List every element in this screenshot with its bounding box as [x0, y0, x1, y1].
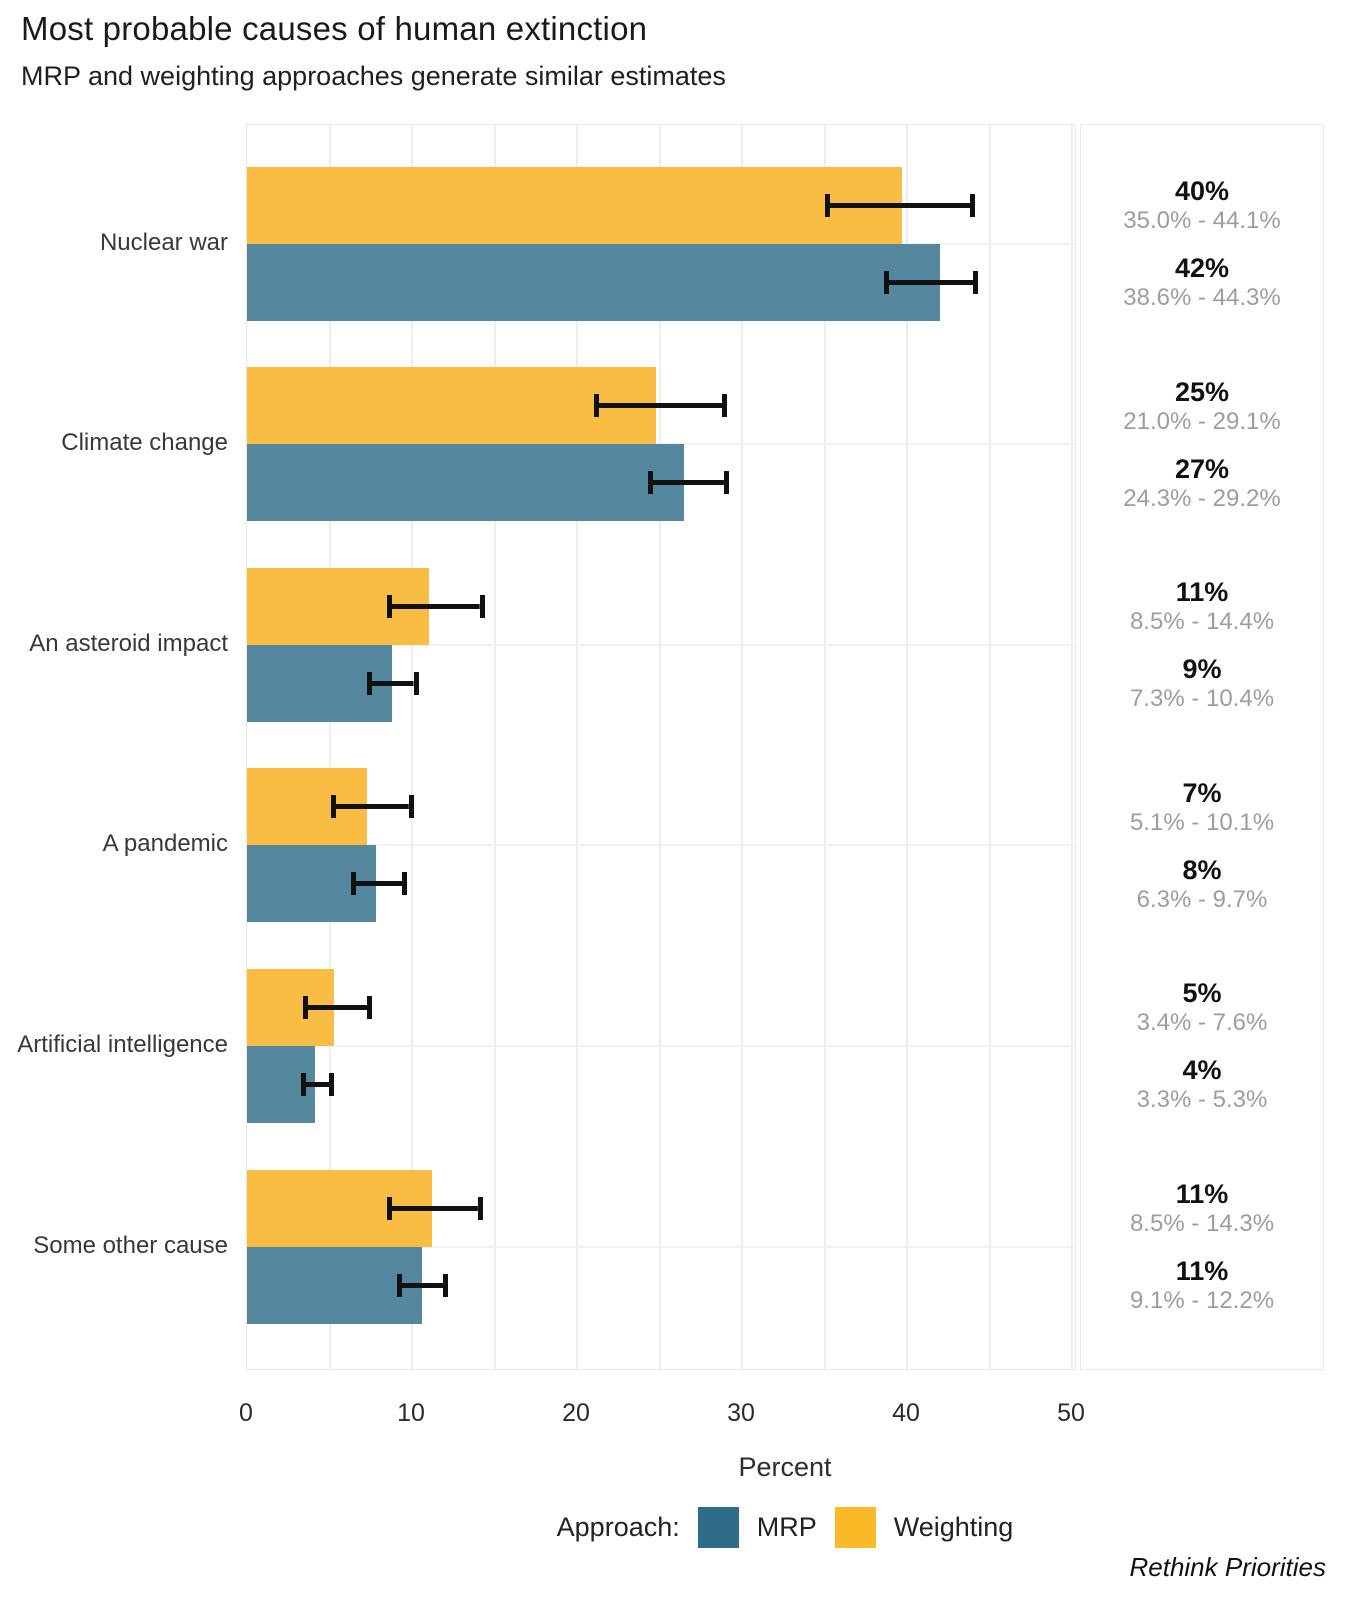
weighting-error-bar: [593, 394, 728, 418]
x-axis-title: Percent: [738, 1452, 832, 1482]
weighting-error-bar: [303, 995, 373, 1019]
bar-group-artificial-intelligence: [247, 968, 1075, 1123]
point-estimate: 11%: [1175, 577, 1229, 608]
source-credit: Rethink Priorities: [1129, 1552, 1326, 1582]
weighting-error-bar: [331, 795, 414, 819]
confidence-interval: 7.3% - 10.4%: [1129, 685, 1275, 713]
x-tick-label: 0: [239, 1399, 253, 1427]
weighting-bar: [247, 367, 657, 445]
chart-title: Most probable causes of human extinction: [21, 10, 648, 47]
weighting-value-label: 11% 8.5% - 14.3%: [1081, 1179, 1323, 1238]
mrp-error-bar: [367, 671, 419, 695]
x-tick-label: 10: [397, 1399, 425, 1427]
confidence-interval: 5.1% - 10.1%: [1129, 808, 1275, 836]
bar-group-pandemic: [247, 768, 1075, 923]
bar-group-asteroid-impact: [247, 567, 1075, 722]
point-estimate: 7%: [1182, 777, 1222, 808]
mrp-value-label: 4% 3.3% - 5.3%: [1081, 1055, 1323, 1114]
category-label-some-other-cause: Some other cause: [33, 1231, 228, 1259]
mrp-bar: [247, 243, 940, 321]
weighting-value-label: 7% 5.1% - 10.1%: [1081, 778, 1323, 837]
point-estimate: 11%: [1175, 1256, 1229, 1286]
mrp-bar: [247, 444, 685, 522]
bar-group-some-other-cause: [247, 1169, 1075, 1324]
mrp-value-label: 9% 7.3% - 10.4%: [1081, 654, 1323, 713]
confidence-interval: 3.4% - 7.6%: [1136, 1009, 1268, 1037]
confidence-interval: 38.6% - 44.3%: [1123, 284, 1281, 311]
point-estimate: 8%: [1182, 854, 1222, 885]
point-estimate: 40%: [1174, 176, 1230, 206]
legend-title: Approach:: [556, 1511, 680, 1542]
mrp-error-bar: [397, 1273, 449, 1297]
weighting-value-label: 11% 8.5% - 14.4%: [1081, 577, 1323, 636]
confidence-interval: 21.0% - 29.1%: [1123, 407, 1281, 435]
confidence-interval: 3.3% - 5.3%: [1136, 1086, 1268, 1114]
value-label-panel: 40% 35.0% - 44.1% 42% 38.6% - 44.3% 25% …: [1080, 124, 1324, 1370]
point-estimate: 4%: [1182, 1055, 1222, 1086]
mrp-bar: [247, 1246, 422, 1324]
point-estimate: 42%: [1174, 253, 1230, 283]
bar-group-climate-change: [247, 367, 1075, 522]
point-estimate: 5%: [1182, 978, 1222, 1009]
plot-panel: [246, 124, 1076, 1370]
x-tick-label: 50: [1057, 1399, 1085, 1427]
category-label-climate-change: Climate change: [61, 429, 228, 457]
legend-label-mrp: MRP: [756, 1511, 817, 1542]
bar-group-nuclear-war: [247, 166, 1075, 321]
minor-gridline: [247, 1044, 1075, 1047]
x-axis-ticks: 0 10 20 30 40 50: [0, 1398, 1371, 1428]
x-tick-label: 40: [892, 1399, 920, 1427]
category-label-nuclear-war: Nuclear war: [99, 228, 228, 256]
point-estimate: 9%: [1182, 654, 1222, 685]
mrp-value-label: 8% 6.3% - 9.7%: [1081, 855, 1323, 914]
weighting-error-bar: [387, 594, 485, 618]
mrp-error-bar: [883, 270, 978, 294]
category-label-pandemic: A pandemic: [102, 830, 228, 858]
weighting-swatch: [834, 1506, 876, 1548]
confidence-interval: 9.1% - 12.2%: [1129, 1287, 1275, 1314]
mrp-value-label: 11% 9.1% - 12.2%: [1081, 1256, 1323, 1315]
mrp-error-bar: [647, 471, 729, 495]
point-estimate: 27%: [1174, 453, 1230, 484]
minor-gridline: [247, 1245, 1075, 1248]
weighting-value-label: 5% 3.4% - 7.6%: [1081, 978, 1323, 1037]
chart-subtitle: MRP and weighting approaches generate si…: [21, 61, 726, 91]
weighting-bar: [247, 166, 903, 244]
weighting-error-bar: [824, 193, 975, 217]
category-label-artificial-intelligence: Artificial intelligence: [17, 1030, 228, 1058]
confidence-interval: 24.3% - 29.2%: [1123, 484, 1281, 512]
x-tick-label: 20: [562, 1399, 590, 1427]
point-estimate: 11%: [1175, 1179, 1229, 1209]
weighting-error-bar: [387, 1196, 483, 1220]
x-tick-label: 30: [727, 1399, 755, 1427]
legend: Approach: MRP Weighting: [246, 1505, 1324, 1549]
confidence-interval: 35.0% - 44.1%: [1123, 207, 1281, 234]
mrp-value-label: 27% 24.3% - 29.2%: [1081, 454, 1323, 513]
minor-gridline: [247, 844, 1075, 847]
point-estimate: 25%: [1174, 376, 1230, 407]
weighting-value-label: 40% 35.0% - 44.1%: [1081, 176, 1323, 235]
minor-gridline: [247, 643, 1075, 646]
mrp-error-bar: [301, 1072, 335, 1096]
confidence-interval: 8.5% - 14.3%: [1129, 1210, 1275, 1237]
confidence-interval: 8.5% - 14.4%: [1129, 608, 1275, 636]
confidence-interval: 6.3% - 9.7%: [1136, 885, 1268, 913]
legend-label-weighting: Weighting: [893, 1511, 1014, 1542]
mrp-value-label: 42% 38.6% - 44.3%: [1081, 253, 1323, 312]
mrp-swatch: [697, 1506, 739, 1548]
mrp-error-bar: [350, 872, 408, 896]
weighting-value-label: 25% 21.0% - 29.1%: [1081, 377, 1323, 436]
category-label-asteroid-impact: An asteroid impact: [29, 629, 228, 657]
